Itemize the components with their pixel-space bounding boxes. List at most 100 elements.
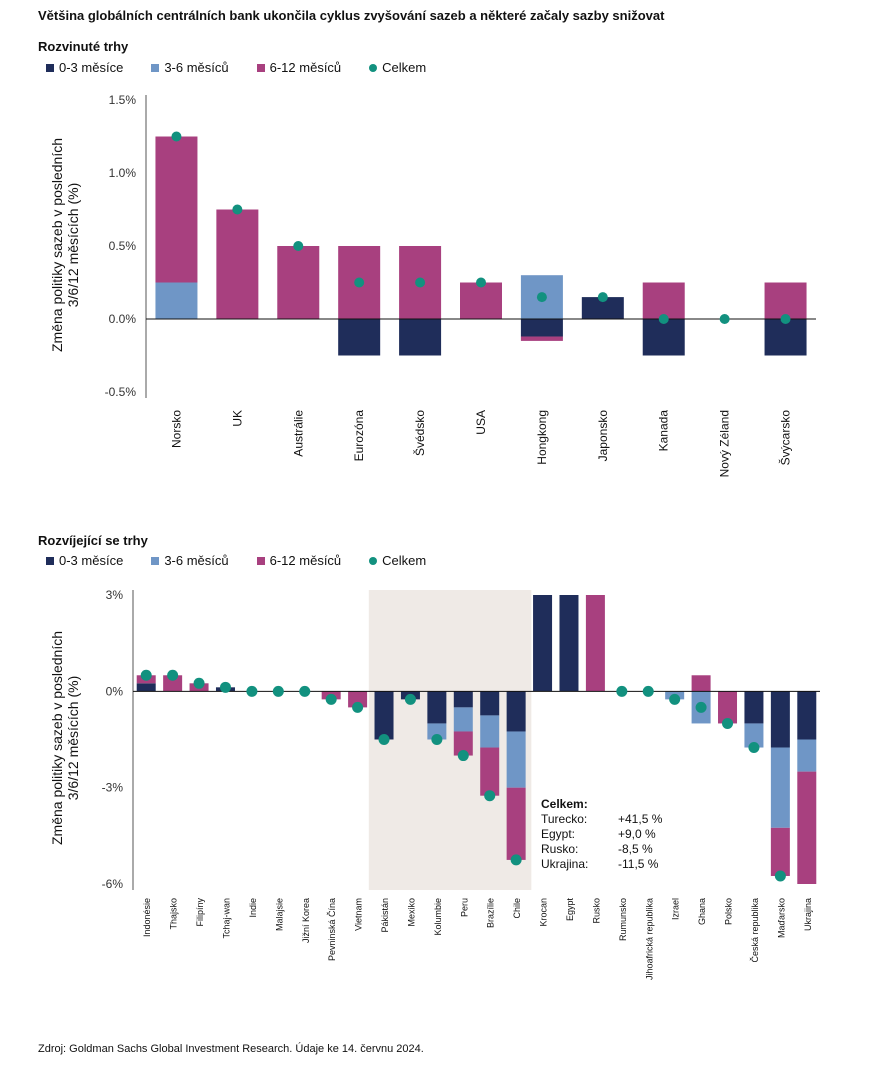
- y-tick-label: -3%: [102, 781, 124, 795]
- total-dot: [193, 677, 205, 689]
- x-category-label: Česká republika: [750, 898, 760, 963]
- legend-item-6-12: 6-12 měsíců: [256, 553, 341, 568]
- bar-segment: [506, 691, 526, 732]
- total-dot: [774, 870, 786, 882]
- highlight-region: [368, 590, 532, 890]
- note-label: Turecko:: [541, 812, 587, 826]
- x-category-label: UK: [230, 410, 244, 427]
- bar-segment: [797, 771, 817, 884]
- bar-segment: [453, 731, 473, 756]
- x-category-label: Austrálie: [291, 410, 305, 457]
- total-dot: [536, 292, 547, 303]
- total-dot: [597, 292, 608, 303]
- bar-segment: [427, 691, 447, 724]
- y-tick-label: 0.5%: [109, 239, 137, 253]
- x-category-label: Kolumbie: [433, 898, 443, 936]
- bar-segment: [770, 827, 790, 876]
- bar-segment: [585, 595, 605, 692]
- bar-segment: [348, 691, 368, 708]
- total-dot: [325, 693, 337, 705]
- bar-segment: [460, 282, 502, 319]
- x-category-label: Indonésie: [142, 898, 152, 937]
- y-axis-label: Změna politiky sazeb v posledních3/6/12 …: [49, 631, 81, 845]
- y-tick-label: 1.5%: [109, 93, 137, 107]
- bar-segment: [136, 683, 156, 692]
- bar-segment: [797, 691, 817, 740]
- total-dot: [510, 854, 522, 866]
- x-category-label: Rusko: [591, 898, 601, 924]
- bar-segment: [374, 691, 394, 740]
- total-dot: [404, 693, 416, 705]
- bar-segment: [506, 731, 526, 788]
- x-category-label: Jihoafrická republika: [644, 898, 654, 980]
- legend-item-6-12: 6-12 měsíců: [256, 60, 341, 75]
- bar-segment: [427, 723, 447, 740]
- bar-segment: [797, 739, 817, 772]
- bar-segment: [533, 595, 553, 692]
- total-dot: [232, 204, 243, 215]
- bar-segment: [770, 691, 790, 748]
- x-category-label: Švýcarsko: [778, 410, 793, 466]
- x-category-label: Hongkong: [535, 410, 549, 465]
- total-dot: [457, 750, 469, 762]
- x-category-label: Polsko: [724, 898, 734, 925]
- x-category-label: Krocan: [539, 898, 549, 927]
- total-dot: [748, 742, 760, 754]
- total-dot: [246, 685, 258, 697]
- x-category-label: Brazílie: [486, 898, 496, 928]
- total-dot: [642, 685, 654, 697]
- bar-segment: [453, 691, 473, 708]
- total-dot: [658, 314, 669, 324]
- bar-segment: [520, 336, 563, 341]
- x-category-label: Kanada: [657, 410, 671, 452]
- total-dot: [719, 314, 730, 324]
- total-dot: [669, 693, 681, 705]
- x-category-label: Švédsko: [412, 410, 427, 456]
- note-heading: Celkem:: [541, 797, 588, 811]
- total-dot: [354, 277, 365, 288]
- total-dot: [352, 701, 364, 713]
- bar-segment: [691, 675, 711, 692]
- y-tick-label: 3%: [106, 588, 124, 602]
- bar-segment: [399, 319, 442, 356]
- x-category-label: Thajsko: [169, 898, 179, 930]
- legend-item-0-3: 0-3 měsíce: [46, 553, 123, 568]
- bar-segment: [764, 282, 807, 319]
- bar-segment: [338, 319, 381, 356]
- bar-segment: [277, 246, 320, 319]
- total-dot: [780, 314, 791, 324]
- legend-item-total: Celkem: [369, 553, 426, 568]
- x-category-label: Tchaj-wan: [221, 898, 231, 939]
- x-category-label: Ukrajina: [803, 898, 813, 931]
- total-dot: [219, 681, 231, 693]
- note-value: -11,5 %: [618, 857, 659, 871]
- x-category-label: Jižní Korea: [301, 898, 311, 943]
- x-category-label: Eurozóna: [352, 410, 366, 462]
- x-category-label: Malajsie: [274, 898, 284, 931]
- total-dot: [299, 685, 311, 697]
- bar-segment: [155, 282, 198, 319]
- x-category-label: Norsko: [169, 410, 183, 448]
- total-dot: [722, 717, 734, 729]
- legend-developed: 0-3 měsíce 3-6 měsíců 6-12 měsíců Celkem: [46, 60, 454, 75]
- bar-segment: [216, 209, 259, 319]
- x-category-label: Nový Zéland: [718, 410, 732, 477]
- bar-segment: [581, 297, 624, 319]
- total-dot: [695, 701, 707, 713]
- x-category-label: Japonsko: [596, 410, 610, 462]
- bar-segment: [744, 723, 764, 748]
- chart-title: Většina globálních centrálních bank ukon…: [38, 8, 665, 23]
- bar-segment: [453, 707, 473, 732]
- total-dot: [293, 241, 304, 251]
- x-category-label: Pevninská Čína: [327, 898, 337, 961]
- total-dot: [431, 734, 443, 745]
- bar-segment: [642, 319, 685, 356]
- bar-segment: [642, 282, 685, 319]
- bar-segment: [718, 691, 738, 724]
- x-category-label: Rumunsko: [618, 898, 628, 941]
- legend-item-3-6: 3-6 měsíců: [151, 553, 229, 568]
- bar-segment: [744, 691, 764, 724]
- y-tick-label: 1.0%: [109, 166, 137, 180]
- bar-segment: [559, 595, 579, 692]
- x-category-label: Pákistán: [380, 898, 390, 933]
